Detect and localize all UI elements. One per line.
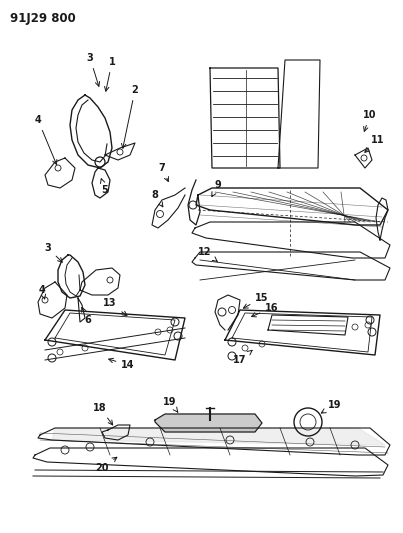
Text: 12: 12 — [198, 247, 217, 261]
Text: 9: 9 — [212, 180, 221, 197]
Text: 15: 15 — [243, 293, 269, 308]
Text: 17: 17 — [233, 350, 252, 365]
Text: 3: 3 — [45, 243, 62, 262]
Polygon shape — [52, 428, 385, 445]
Text: 91J29 800: 91J29 800 — [10, 12, 76, 25]
Text: 19: 19 — [321, 400, 342, 413]
Text: 5: 5 — [100, 179, 108, 195]
Text: 20: 20 — [95, 457, 117, 473]
Text: 14: 14 — [109, 358, 135, 370]
Text: 13: 13 — [103, 298, 127, 316]
Text: 3: 3 — [87, 53, 100, 86]
Text: 4: 4 — [39, 285, 46, 299]
Polygon shape — [155, 414, 262, 432]
Text: 2: 2 — [122, 85, 138, 148]
Text: 7: 7 — [159, 163, 168, 182]
Text: 11: 11 — [365, 135, 385, 152]
Text: 19: 19 — [163, 397, 178, 412]
Text: 6: 6 — [82, 308, 91, 325]
Text: 10: 10 — [363, 110, 377, 131]
Text: 18: 18 — [93, 403, 113, 425]
Text: 1: 1 — [104, 57, 115, 91]
Text: 8: 8 — [152, 190, 163, 207]
Text: 4: 4 — [35, 115, 57, 165]
Text: 16: 16 — [251, 303, 279, 317]
